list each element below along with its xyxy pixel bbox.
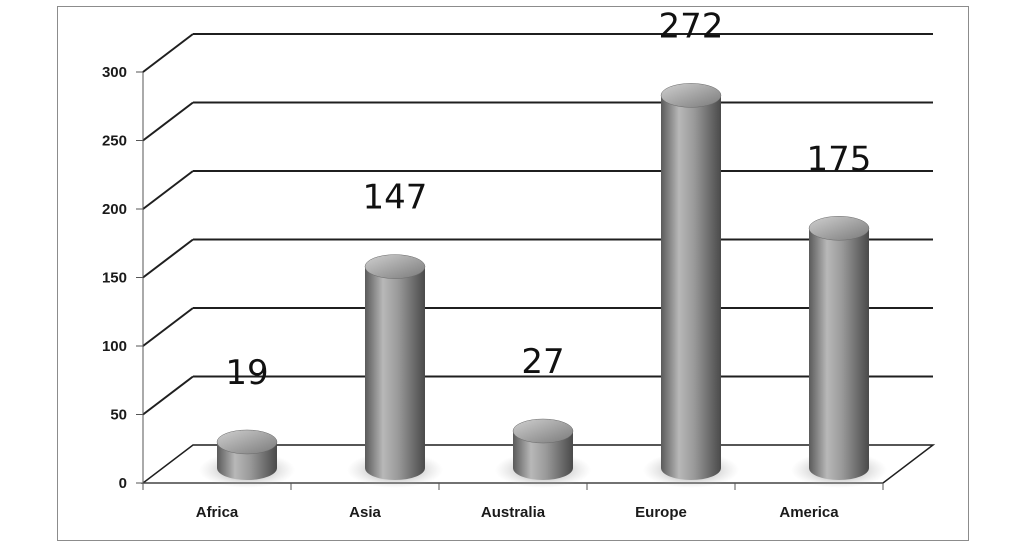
bar-body	[513, 431, 573, 480]
x-tick-label: Asia	[349, 504, 381, 521]
y-tick-label: 200	[102, 201, 127, 218]
gridline-depth	[142, 33, 194, 73]
bar-asia	[347, 254, 443, 488]
data-label: 147	[363, 178, 428, 218]
y-tick-label: 50	[110, 407, 127, 424]
bar-body	[661, 95, 721, 481]
bar-africa	[199, 429, 295, 488]
gridline-depth	[142, 170, 194, 210]
bar-america	[791, 216, 887, 488]
data-label: 175	[807, 139, 872, 179]
bar-top	[364, 254, 426, 279]
bar-top	[808, 216, 870, 241]
y-tick-label: 250	[102, 133, 127, 150]
bar-australia	[495, 418, 591, 488]
gridline-depth	[142, 101, 194, 142]
y-tick-label: 300	[102, 64, 127, 81]
bar-europe	[643, 83, 739, 488]
gridline-depth	[142, 307, 194, 347]
bar-top	[660, 83, 722, 108]
bar-body	[365, 266, 425, 480]
x-tick-label: America	[779, 504, 839, 521]
bar-body	[809, 228, 869, 480]
x-tick-label: Europe	[635, 504, 687, 521]
data-label: 27	[521, 342, 564, 382]
gridline-depth	[142, 375, 194, 416]
y-tick-label: 150	[102, 270, 127, 287]
x-tick-label: Australia	[481, 504, 546, 521]
y-tick-label: 0	[119, 475, 127, 492]
gridline-depth	[142, 238, 194, 279]
y-tick-label: 100	[102, 338, 127, 355]
bar-top	[512, 418, 574, 444]
bar-top	[216, 429, 278, 455]
data-label: 19	[225, 353, 268, 393]
x-tick-label: Africa	[196, 504, 239, 521]
data-label: 272	[659, 6, 724, 46]
